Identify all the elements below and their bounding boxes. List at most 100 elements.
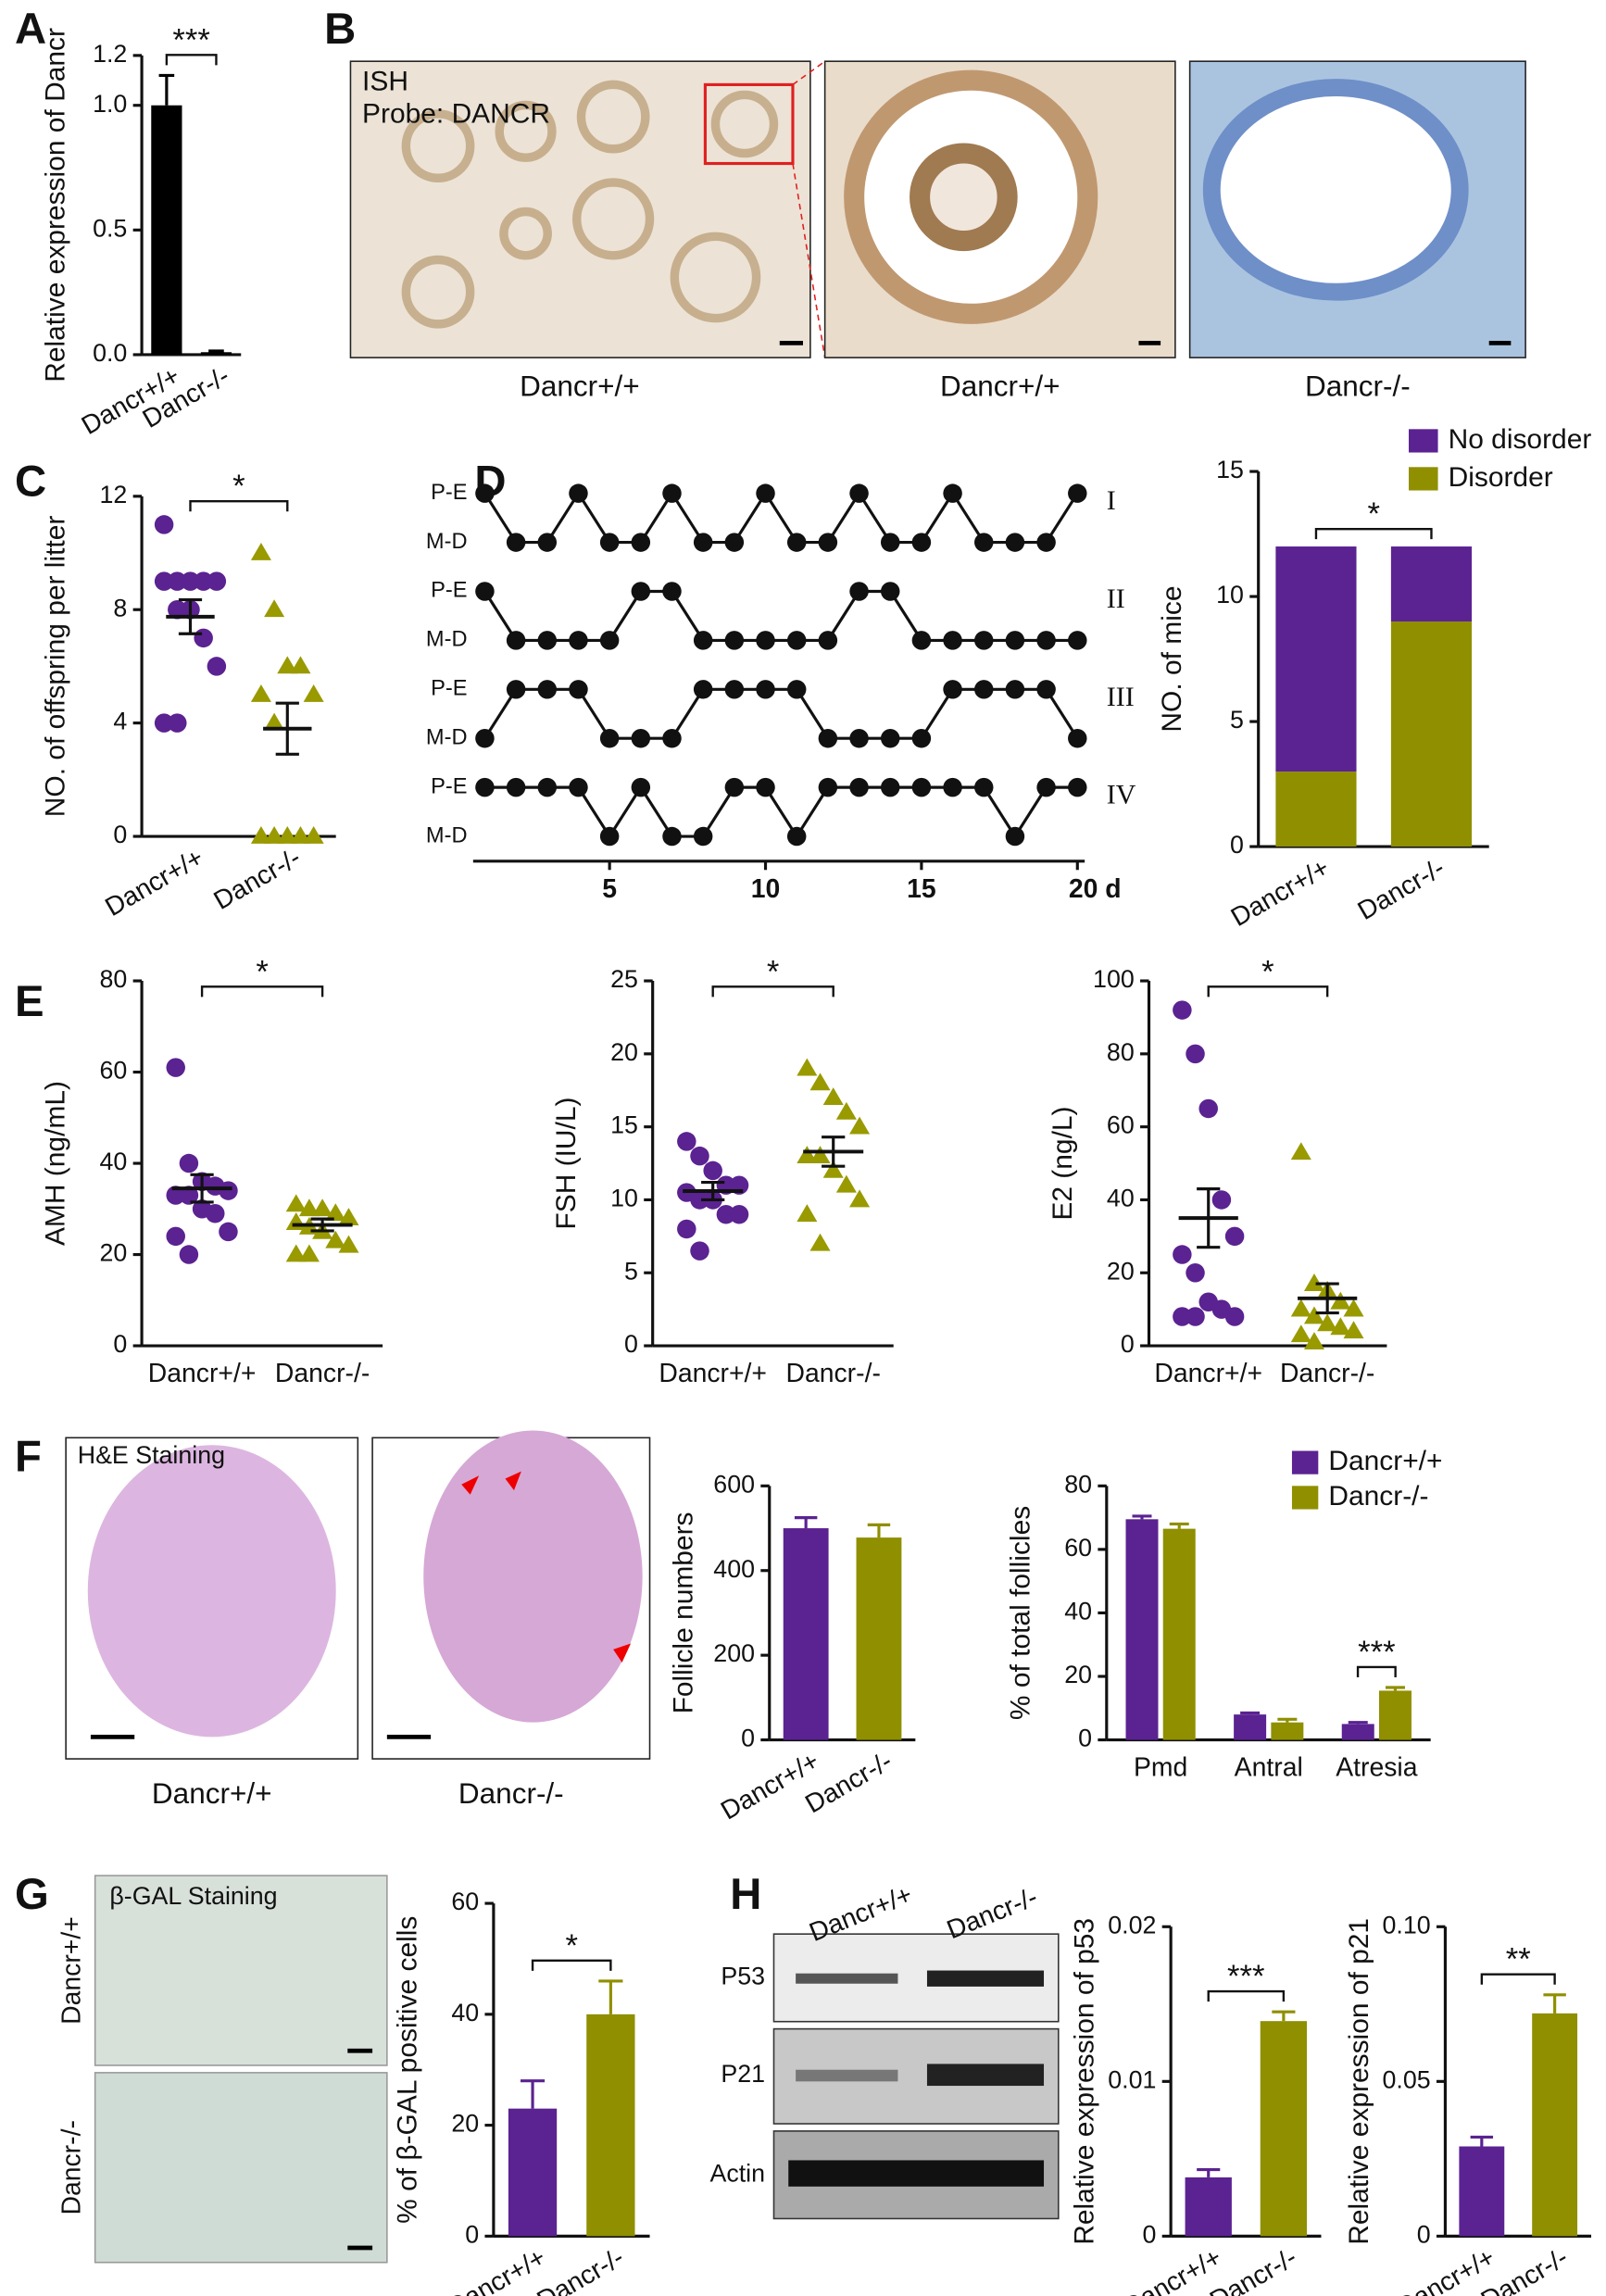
y-tick-label: 400 <box>713 1555 755 1583</box>
y-tick-label: M-D <box>426 530 468 554</box>
sem-bar <box>1197 1187 1221 1249</box>
error-bar <box>1348 1721 1368 1725</box>
data-point <box>1330 1317 1351 1336</box>
y-tick-label: 60 <box>451 1888 479 1915</box>
data-point <box>756 680 775 699</box>
data-point <box>1068 777 1087 797</box>
data-point <box>1186 1044 1205 1064</box>
data-point <box>911 777 932 797</box>
significance: * <box>767 954 780 989</box>
data-point <box>690 1241 709 1261</box>
error-bar <box>520 2079 546 2109</box>
x-tick-label: Dancr+/+ <box>659 1359 767 1388</box>
significance-bracket <box>165 54 218 66</box>
data-point <box>1036 680 1056 699</box>
data-point <box>1343 1299 1364 1317</box>
data-point <box>809 1233 831 1251</box>
bar <box>1378 1690 1412 1740</box>
x-tick-label: Dancr+/+ <box>148 1359 257 1388</box>
error-bar <box>867 1523 891 1538</box>
data-point <box>849 728 869 748</box>
data-point <box>219 1222 238 1242</box>
x-tick-label: Dancr+/+ <box>1226 853 1335 933</box>
data-point <box>1186 1263 1205 1283</box>
image-label: H&E Staining <box>78 1441 225 1469</box>
data-point <box>677 1219 696 1239</box>
y-tick-label: 20 <box>610 1038 638 1066</box>
image-caption: Dancr-/- <box>1305 370 1411 403</box>
data-point <box>1173 1000 1192 1020</box>
x-tick-label: Dancr-/- <box>275 1359 370 1388</box>
data-point <box>290 825 311 844</box>
x-tick-label: Dancr-/- <box>1353 853 1450 926</box>
y-tick-label: 0 <box>1142 2220 1156 2248</box>
y-tick-label: 1.0 <box>93 90 127 118</box>
image-label: β-GAL Staining <box>109 1882 277 1910</box>
data-point <box>818 728 838 748</box>
y-axis-label: AMH (ng/mL) <box>41 1081 71 1246</box>
zoom-line <box>792 163 826 358</box>
data-point <box>880 777 900 797</box>
data-point <box>154 713 174 733</box>
panel-letter: G <box>15 1870 49 1919</box>
x-tick-label: Dancr+/+ <box>1154 1359 1262 1388</box>
y-tick-label: 0.01 <box>1108 2065 1156 2093</box>
data-point <box>1005 631 1025 650</box>
data-point <box>1211 1190 1232 1210</box>
data-point <box>285 1244 307 1262</box>
legend-swatch <box>1409 429 1438 453</box>
significance-bracket <box>189 500 289 512</box>
data-point <box>599 533 620 552</box>
y-tick-label: 200 <box>713 1639 755 1667</box>
data-point <box>1036 631 1056 650</box>
significance-bracket <box>1314 527 1433 540</box>
data-point <box>880 533 900 552</box>
data-point <box>786 533 807 552</box>
panel-letter: A <box>15 5 46 54</box>
y-tick-label: 0 <box>741 1725 755 1752</box>
y-tick-label: 600 <box>713 1470 755 1498</box>
error-bar <box>1470 2135 1494 2147</box>
data-point <box>179 1245 199 1264</box>
series-label: IV <box>1107 780 1136 810</box>
bar <box>586 2014 635 2237</box>
error-bar <box>794 1516 818 1529</box>
data-point <box>264 825 285 844</box>
significance-bracket <box>1207 985 1329 997</box>
error-bar <box>1240 1711 1261 1715</box>
data-point <box>475 483 495 503</box>
micrograph-detail <box>1202 79 1469 301</box>
error-bar <box>208 349 224 353</box>
legend-label: Dancr+/+ <box>1328 1446 1442 1476</box>
error-bar <box>1543 1993 1566 2014</box>
data-point <box>264 712 285 731</box>
data-point <box>1317 1313 1338 1332</box>
data-point <box>1186 1307 1205 1326</box>
image-caption: Dancr-/- <box>458 1776 564 1810</box>
y-tick-label: 80 <box>1107 1038 1135 1066</box>
data-point <box>809 1073 831 1091</box>
y-tick-label: 10 <box>610 1185 638 1212</box>
sem-bar <box>310 1217 334 1233</box>
x-tick-label: Pmd <box>1134 1753 1187 1783</box>
data-point <box>693 826 713 847</box>
legend-swatch <box>1291 1486 1319 1510</box>
y-axis-label: FSH (IU/L) <box>551 1098 582 1230</box>
data-point <box>1303 1273 1325 1291</box>
y-axis-label: Relative expression of p53 <box>1070 1918 1100 2245</box>
y-tick-label: 25 <box>610 965 638 993</box>
y-tick-label: 40 <box>451 1999 479 2026</box>
data-point <box>475 582 495 601</box>
data-point <box>179 1186 199 1205</box>
y-tick-label: 5 <box>624 1257 638 1285</box>
data-point <box>662 582 682 601</box>
data-point <box>1224 1226 1245 1247</box>
data-point <box>729 1204 749 1224</box>
data-point <box>206 1203 225 1223</box>
data-point <box>207 571 227 591</box>
data-point <box>298 1244 320 1262</box>
significance: * <box>232 469 245 504</box>
data-point <box>154 571 174 591</box>
data-point <box>1005 680 1025 699</box>
